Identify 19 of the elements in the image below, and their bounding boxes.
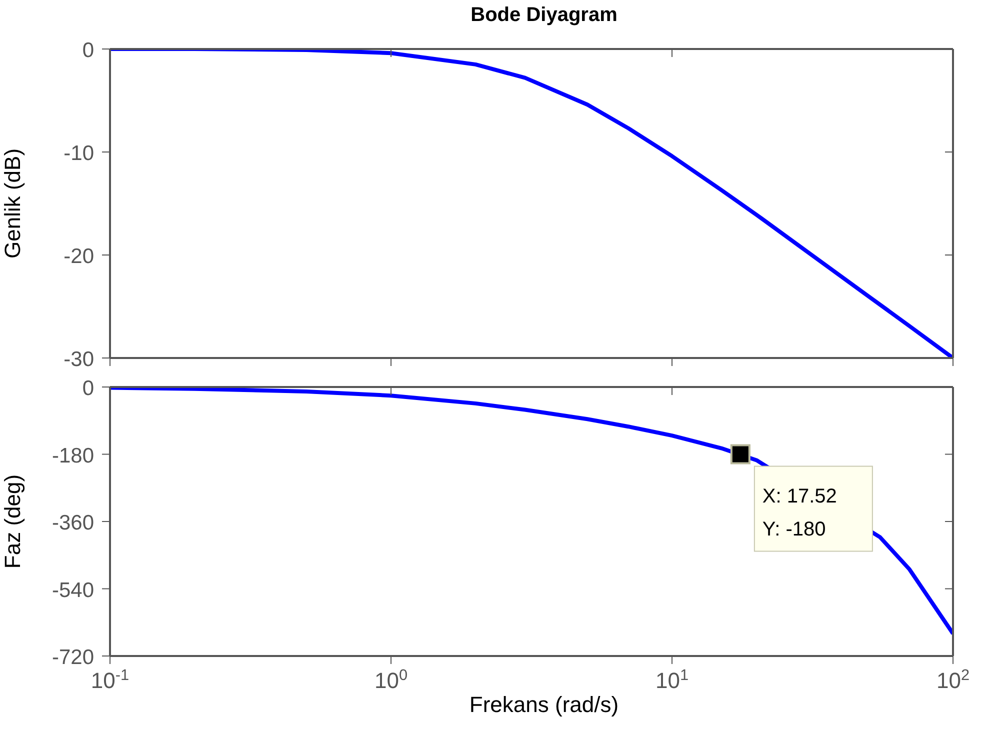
y-tick-label: -30	[64, 348, 94, 371]
data-tip: X: 17.52 Y: -180	[730, 444, 873, 552]
y-tick-label: -540	[52, 578, 94, 602]
y-axis-title: Genlik (dB)	[0, 148, 25, 259]
y-tick-label: 0	[82, 39, 94, 62]
x-tick-label: 10$^{0}$	[374, 666, 408, 693]
y-tick-label: -360	[52, 512, 94, 534]
x-tick-label: 10$^{1}$	[655, 666, 689, 693]
y-tick-label: -720	[52, 646, 94, 669]
annotation: X: 17.52 Y: -180	[762, 485, 837, 540]
x-tick-label: 10$^{2}$	[936, 666, 970, 693]
y-tick-label: -20	[64, 245, 94, 268]
y-tick-label: 0	[82, 377, 94, 400]
y-tick-label: -180	[52, 444, 94, 468]
y-tick-label: -10	[64, 142, 94, 165]
chart-title: Bode Diyagram	[470, 3, 618, 28]
x-tick-label: 10$^{-1}$	[90, 666, 130, 693]
x-axis-title: Frekans (rad/s)	[468, 692, 620, 718]
y-axis-title: Faz (deg)	[0, 474, 25, 569]
